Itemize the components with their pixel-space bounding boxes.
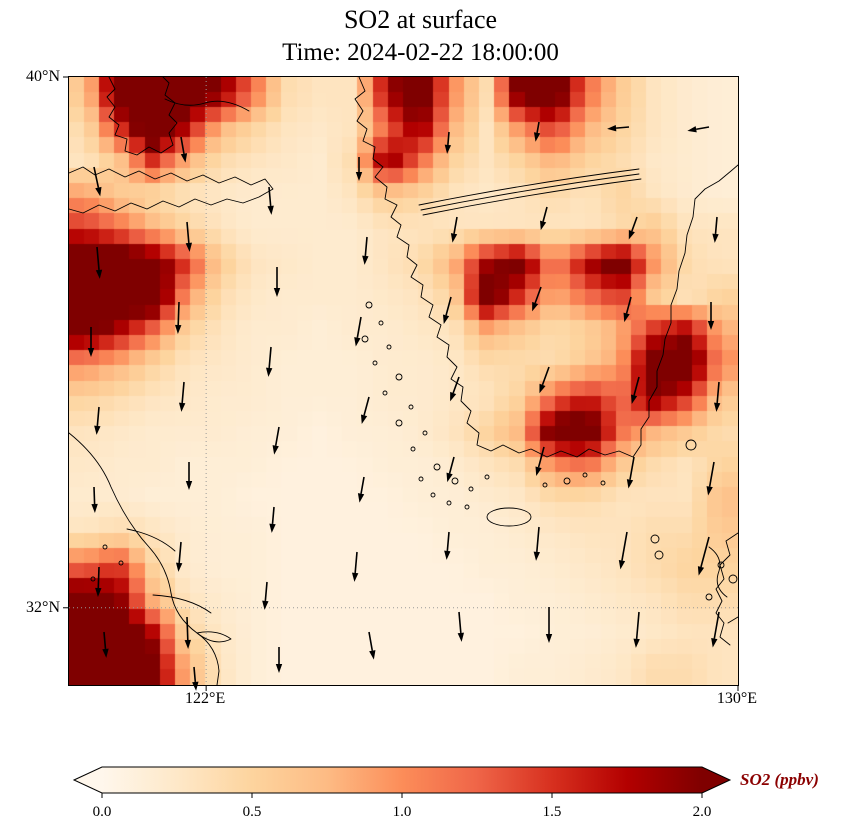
map-plot-area [63, 76, 739, 691]
colorbar-tick-1: 1.0 [392, 804, 412, 820]
map-overlay-svg [63, 76, 739, 691]
lat-lon-gridlines [69, 77, 738, 685]
colorbar-label: SO2 (ppbv) [740, 770, 819, 789]
axis-tick-marks [63, 76, 739, 691]
so2-heatmap-canvas [69, 77, 738, 685]
y-tick-label-40N: 40°N [26, 68, 60, 85]
colorbar: 0.0 0.5 1.0 1.5 2.0 [72, 764, 732, 828]
colorbar-tick-2: 2.0 [692, 804, 712, 820]
chart-subtitle: Time: 2024-02-22 18:00:00 [282, 38, 559, 66]
x-tick-label-130E: 130°E [716, 690, 758, 707]
x-tick-label-122E: 122°E [185, 690, 226, 707]
colorbar-tick-1-5: 1.5 [542, 804, 562, 820]
colorbar-gradient-bar [72, 766, 732, 798]
colorbar-tick-0-5: 0.5 [242, 804, 262, 820]
colorbar-tick-0: 0.0 [92, 804, 112, 820]
coastlines [68, 76, 739, 686]
y-tick-label-32N: 32°N [26, 599, 60, 616]
chart-title-block: SO2 at surface Time: 2024-02-22 18:00:00 [0, 4, 841, 68]
wind-vectors [87, 121, 721, 691]
chart-title: SO2 at surface [343, 5, 498, 34]
